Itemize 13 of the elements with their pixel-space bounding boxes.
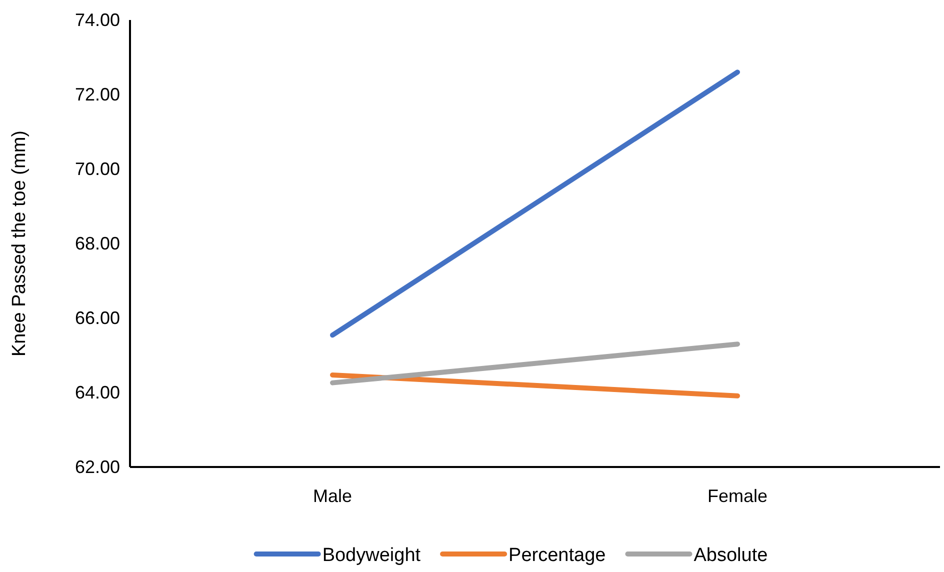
x-tick-label: Male [312, 486, 352, 506]
legend-label: Bodyweight [322, 545, 422, 566]
y-tick-label: 68.00 [74, 233, 120, 254]
y-tick-label: 72.00 [74, 84, 120, 104]
y-tick-label: 62.00 [74, 456, 120, 477]
x-tick-label: Female [707, 486, 768, 506]
y-axis-title: Knee Passed the toe (mm) [9, 130, 30, 356]
legend-label: Percentage [508, 545, 606, 566]
y-tick-label: 74.00 [74, 10, 120, 30]
y-tick-label: 66.00 [74, 308, 120, 328]
legend-label: Absolute [694, 545, 768, 566]
y-tick-label: 64.00 [74, 382, 120, 402]
y-tick-label: 70.00 [74, 158, 120, 179]
